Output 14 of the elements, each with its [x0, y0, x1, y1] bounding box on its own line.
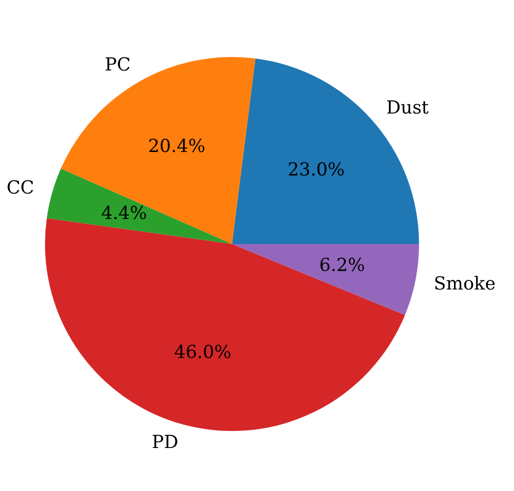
- data-label: 20.4%: [148, 136, 206, 157]
- data-label: 46.0%: [174, 342, 232, 363]
- data-label: 4.4%: [101, 202, 147, 224]
- slice-label: PD: [152, 432, 178, 454]
- data-label: 23.0%: [288, 159, 345, 180]
- slice-label: Dust: [386, 97, 430, 118]
- pie-slice: [232, 244, 419, 316]
- slice-label: PC: [104, 54, 131, 76]
- data-label: 6.2%: [319, 255, 365, 276]
- pie-slice: [60, 57, 256, 244]
- slice-label: Smoke: [434, 273, 496, 294]
- pie-slice: [46, 168, 232, 244]
- pie-slice: [45, 218, 405, 431]
- slice-label: CC: [6, 177, 34, 198]
